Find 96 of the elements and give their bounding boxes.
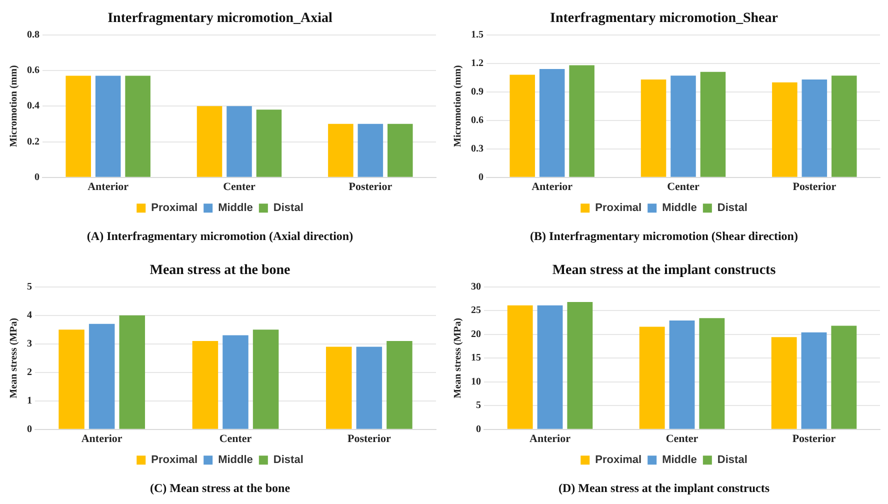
bar	[700, 72, 726, 177]
chart-title: Interfragmentary micromotion_Shear	[550, 11, 778, 26]
y-tick-label: 3	[27, 338, 32, 350]
y-tick-label: 1.5	[471, 29, 484, 40]
bar	[772, 82, 798, 177]
bar	[669, 320, 695, 429]
bar	[252, 330, 279, 429]
x-tick-label: Posterior	[792, 180, 836, 193]
bar	[222, 335, 248, 429]
y-axis-title: Micromotion (mm)	[8, 65, 20, 147]
bar	[256, 110, 282, 177]
y-tick-label: 0	[27, 424, 32, 435]
y-tick-label: 5	[476, 400, 481, 412]
bar	[356, 346, 382, 429]
bar	[832, 76, 857, 177]
bar	[88, 324, 115, 429]
bar	[639, 326, 665, 429]
bar	[388, 124, 413, 177]
legend-label: Proximal	[151, 454, 198, 466]
x-tick-label: Posterior	[347, 432, 391, 445]
bar	[771, 337, 797, 429]
bar	[507, 305, 533, 429]
legend-label: Distal	[717, 454, 748, 466]
y-tick-label: 1.2	[471, 58, 484, 69]
y-tick-label: 0	[476, 424, 481, 435]
legend-label: Distal	[717, 202, 748, 214]
text: (D) Mean stress at the implant constructs	[558, 480, 770, 495]
chart-title: Interfragmentary micromotion_Axial	[108, 11, 333, 26]
bar	[802, 79, 828, 177]
y-tick-label: 20	[471, 328, 481, 340]
y-tick-label: 4	[27, 310, 32, 321]
bar	[569, 65, 594, 177]
y-tick-label: 10	[471, 376, 481, 388]
y-tick-label: 25	[471, 305, 481, 316]
bar	[567, 302, 593, 429]
y-tick-label: 2	[27, 366, 32, 378]
y-axis-title: Micromotion (mm)	[452, 65, 464, 147]
x-tick-label: Posterior	[348, 180, 392, 193]
x-tick-label: Anterior	[530, 432, 571, 445]
bar	[358, 124, 384, 177]
y-tick-label: 0.9	[471, 86, 484, 98]
legend-label: Distal	[273, 454, 304, 466]
text: (A) Interfragmentary micromotion (Axial direction)	[86, 228, 354, 243]
bar	[386, 340, 412, 429]
y-tick-label: 5	[27, 281, 32, 292]
y-tick-label: 0.4	[27, 100, 40, 112]
x-tick-label: Center	[219, 432, 252, 445]
x-tick-label: Anterior	[532, 180, 573, 193]
x-tick-label: Posterior	[792, 432, 836, 445]
y-axis-title: Mean stress (MPa)	[452, 318, 464, 398]
bar	[192, 340, 218, 429]
y-tick-label: 0.8	[27, 29, 40, 40]
text: (B) Interfragmentary micromotion (Shear direction)	[530, 228, 798, 243]
bar	[831, 326, 857, 429]
y-tick-label: 0.3	[471, 143, 484, 154]
y-tick-label: 0	[34, 172, 40, 183]
bar	[326, 346, 352, 429]
bar	[125, 76, 150, 177]
bar	[328, 124, 354, 177]
bar	[196, 106, 222, 177]
x-tick-label: Center	[223, 180, 256, 193]
bar	[537, 305, 563, 429]
chart-title: Mean stress at the implant constructs	[552, 263, 776, 278]
y-tick-label: 1	[27, 395, 32, 406]
bar	[670, 76, 696, 177]
x-tick-label: Anterior	[88, 180, 129, 193]
y-tick-label: 0.6	[27, 65, 40, 76]
legend-label: Middle	[218, 454, 253, 466]
legend-label: Middle	[218, 202, 253, 214]
y-axis-title: Mean stress (MPa)	[8, 318, 20, 398]
y-tick-label: 15	[471, 352, 481, 364]
bar	[640, 79, 666, 177]
bar	[510, 74, 535, 177]
legend-label: Middle	[662, 454, 697, 466]
bar	[58, 330, 84, 429]
bar	[119, 315, 146, 429]
y-tick-label: 0.6	[471, 114, 484, 126]
bar	[801, 332, 827, 429]
x-tick-label: Center	[666, 432, 698, 445]
bar	[539, 69, 565, 177]
bar	[226, 106, 252, 177]
legend-label: Proximal	[595, 454, 642, 466]
legend-label: Proximal	[595, 202, 642, 214]
text: (C) Mean stress at the bone	[150, 480, 291, 495]
bar	[66, 76, 91, 177]
x-tick-label: Center	[667, 180, 700, 193]
y-tick-label: 0	[478, 172, 484, 183]
legend-label: Middle	[662, 202, 697, 214]
legend-label: Distal	[273, 202, 304, 214]
bar	[95, 76, 121, 177]
chart-title: Mean stress at the bone	[150, 263, 290, 278]
x-tick-label: Anterior	[81, 432, 122, 445]
y-tick-label: 30	[471, 281, 481, 292]
legend-label: Proximal	[151, 202, 198, 214]
bar	[699, 318, 725, 429]
y-tick-label: 0.2	[27, 136, 40, 148]
